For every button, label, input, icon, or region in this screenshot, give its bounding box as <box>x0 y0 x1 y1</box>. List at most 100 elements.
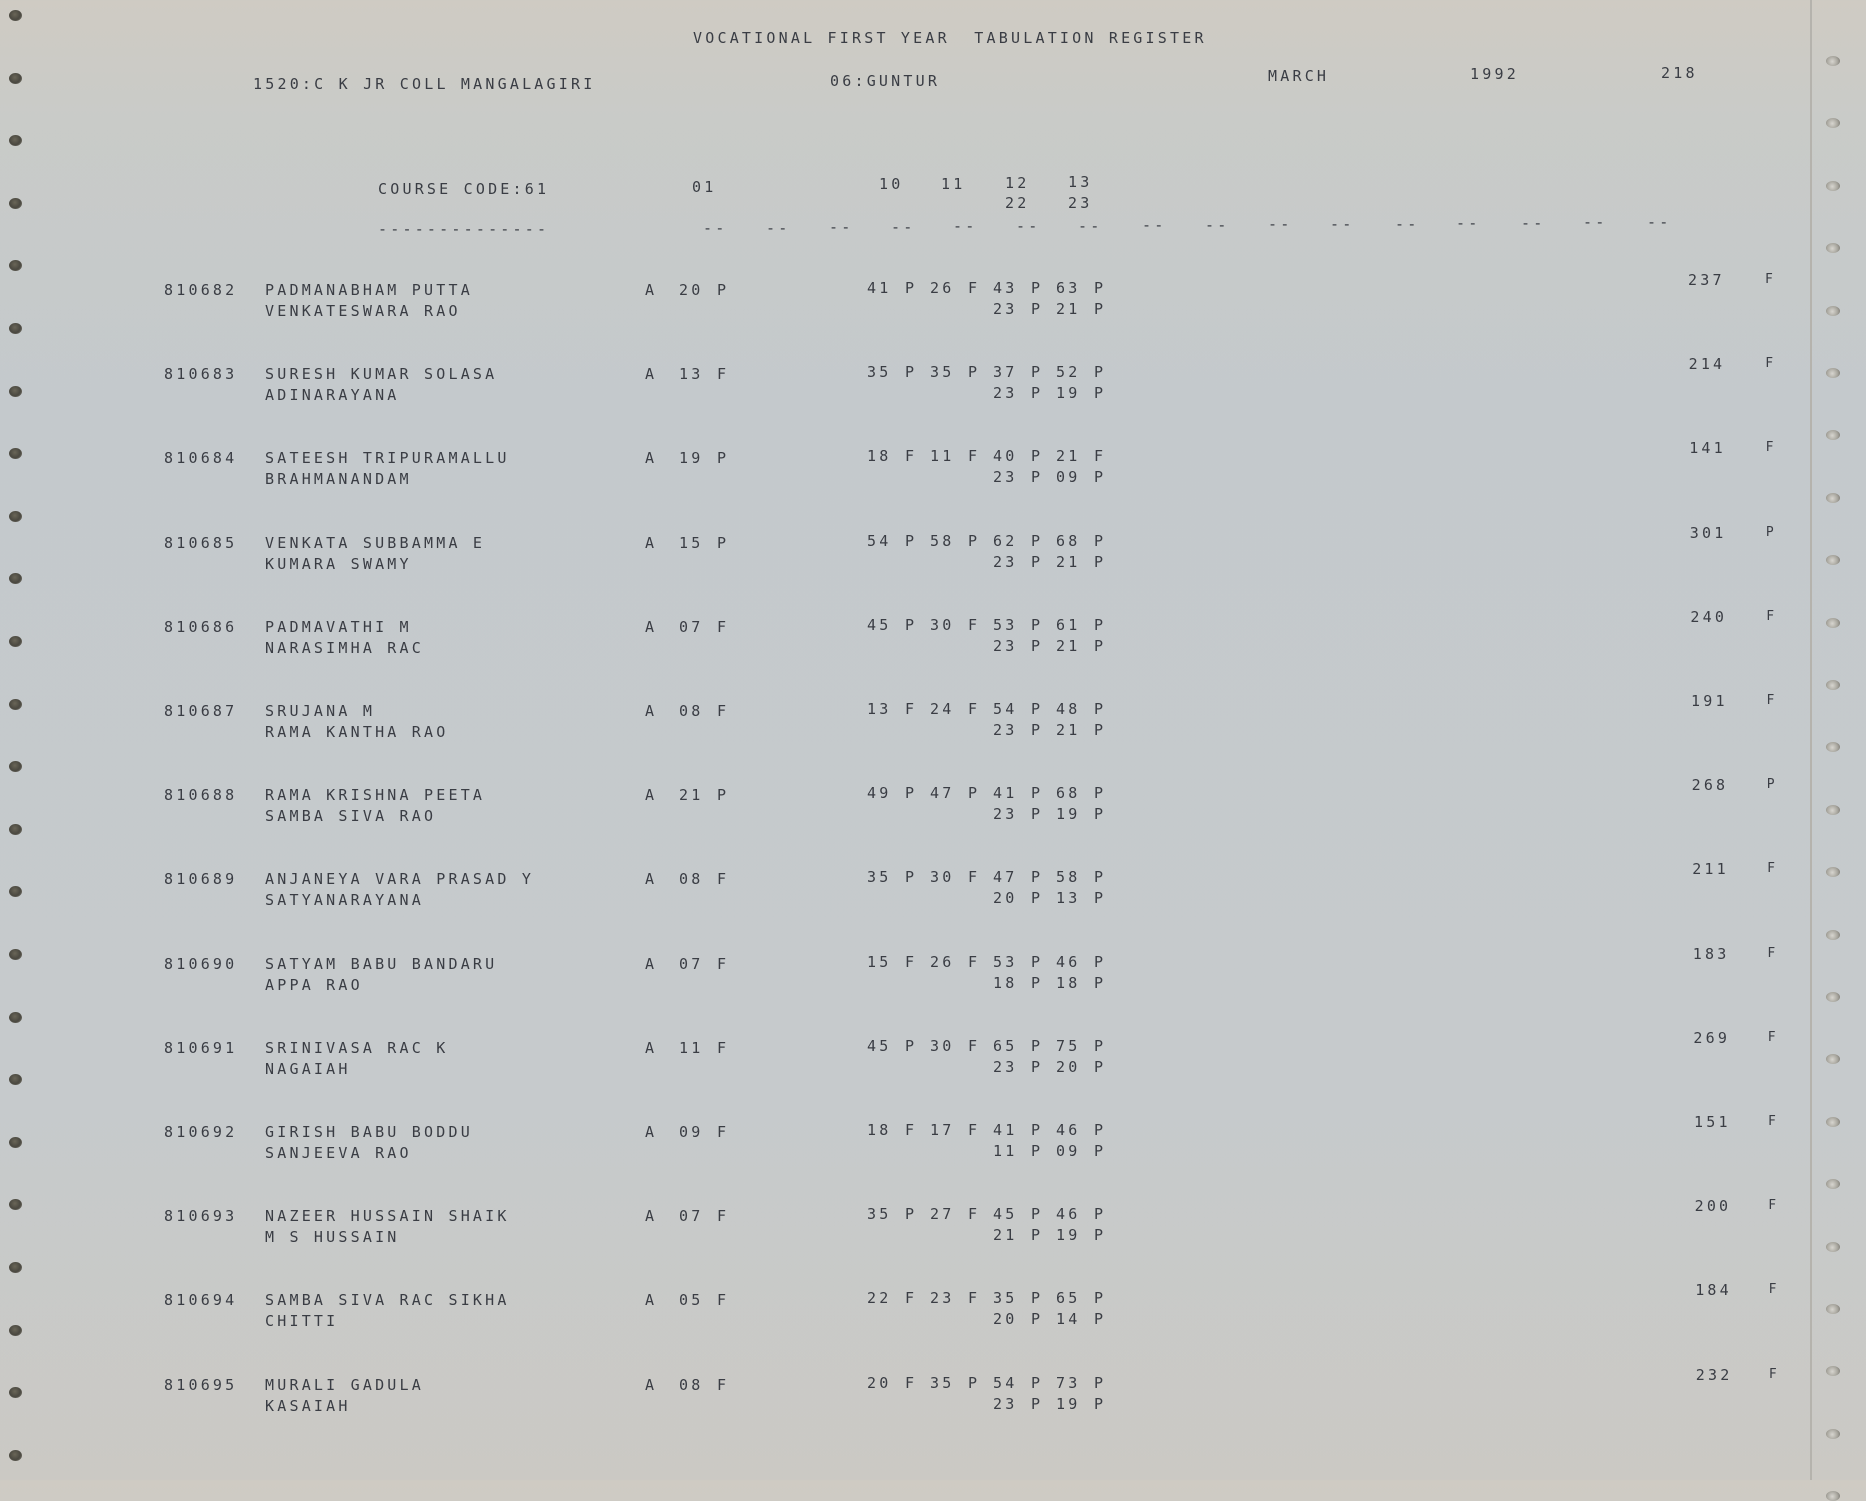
parent-name: KUMARA SWAMY <box>265 554 412 573</box>
marks-01: 08 <box>679 870 704 889</box>
marks-10: 35 <box>867 363 892 382</box>
part-code: A <box>645 702 658 720</box>
result-13: P <box>1094 784 1107 803</box>
course-underline: -------------- <box>378 220 550 238</box>
sprocket-hole-icon <box>1826 680 1840 690</box>
marks-23: 19 <box>1056 805 1081 824</box>
parent-name: SAMBA SIVA RAO <box>265 807 437 826</box>
subject-code-22: 22 <box>1005 194 1030 212</box>
result-10: P <box>905 279 918 297</box>
hall-ticket-number: 810692 <box>164 1123 238 1141</box>
marks-01: 15 <box>679 533 704 552</box>
result-23: P <box>1094 1142 1107 1160</box>
marks-12: 54 <box>993 1373 1018 1392</box>
marks-01: 11 <box>679 1038 704 1057</box>
sprocket-hole-icon <box>1826 804 1840 815</box>
parent-name: ADINARAYANA <box>265 386 400 405</box>
parent-name: NAGAIAH <box>265 1059 351 1078</box>
marks-12: 43 <box>993 279 1018 297</box>
total-marks: 268 <box>1691 776 1729 795</box>
sprocket-hole-icon <box>9 10 22 21</box>
marks-12: 54 <box>993 700 1018 718</box>
parent-name: RAMA KANTHA RAO <box>265 723 449 741</box>
result-23: P <box>1094 1394 1107 1413</box>
sprocket-hole-icon <box>1826 1241 1840 1252</box>
marks-23: 14 <box>1056 1310 1081 1329</box>
marks-12: 41 <box>993 784 1018 803</box>
marks-13: 46 <box>1056 1121 1081 1139</box>
parent-name: VENKATESWARA RAO <box>265 302 461 320</box>
total-marks: 184 <box>1695 1281 1732 1300</box>
marks-13: 73 <box>1056 1373 1081 1392</box>
marks-11: 24 <box>930 700 955 718</box>
student-name: ANJANEYA VARA PRASAD Y <box>265 870 535 889</box>
hall-ticket-number: 810686 <box>164 617 238 636</box>
result-10: P <box>905 363 918 382</box>
part-code: A <box>645 533 658 552</box>
marks-22: 23 <box>993 384 1018 403</box>
student-name: SURESH KUMAR SOLASA <box>265 365 498 384</box>
marks-12: 53 <box>993 615 1018 634</box>
result-01: P <box>717 533 730 552</box>
result-11: F <box>968 952 981 971</box>
sprocket-hole-icon <box>1826 243 1840 254</box>
result-10: F <box>905 1373 918 1392</box>
result-13: P <box>1094 1289 1107 1308</box>
sprocket-hole-icon <box>9 1324 22 1336</box>
result-23: P <box>1094 636 1107 655</box>
final-result: P <box>1765 524 1777 540</box>
result-12: P <box>1031 784 1044 803</box>
result-23: P <box>1094 300 1107 318</box>
marks-11: 30 <box>930 615 955 634</box>
sprocket-hole-icon <box>1826 929 1840 940</box>
column-dash: -- <box>1205 215 1230 234</box>
marks-23: 19 <box>1056 1226 1081 1245</box>
result-23: P <box>1094 721 1107 739</box>
hall-ticket-number: 810685 <box>164 533 238 552</box>
result-12: P <box>1031 700 1044 718</box>
result-23: P <box>1094 973 1107 992</box>
student-name: SATEESH TRIPURAMALLU <box>265 449 510 468</box>
result-22: P <box>1031 468 1044 487</box>
column-dash: -- <box>1647 213 1672 231</box>
sprocket-hole-icon <box>9 573 22 585</box>
sprocket-hole-icon <box>9 510 22 522</box>
hall-ticket-number: 810688 <box>164 786 238 805</box>
result-13: P <box>1094 531 1107 550</box>
sprocket-hole-icon <box>1826 1428 1840 1439</box>
part-code: A <box>645 1291 658 1310</box>
marks-23: 09 <box>1056 468 1081 487</box>
hall-ticket-number: 810695 <box>164 1375 238 1394</box>
total-marks: 211 <box>1692 860 1729 879</box>
result-22: P <box>1031 1057 1044 1076</box>
sprocket-hole-icon <box>9 698 22 710</box>
marks-10: 41 <box>867 279 892 297</box>
sprocket-hole-icon <box>9 949 22 960</box>
result-12: P <box>1031 1373 1044 1392</box>
sprocket-hole-icon <box>9 135 22 147</box>
final-result: F <box>1765 440 1777 456</box>
total-marks: 151 <box>1694 1113 1731 1131</box>
marks-13: 68 <box>1056 531 1081 550</box>
sprocket-hole-icon <box>1826 867 1840 878</box>
marks-23: 09 <box>1056 1142 1081 1160</box>
student-name: RAMA KRISHNA PEETA <box>265 786 486 805</box>
sprocket-hole-icon <box>9 1011 22 1023</box>
student-name: PADMAVATHI M <box>265 617 412 636</box>
result-22: P <box>1031 1394 1044 1413</box>
subject-code-13: 13 <box>1068 173 1093 191</box>
parent-name: SANJEEVA RAO <box>265 1144 412 1162</box>
column-dash: -- <box>1016 217 1041 235</box>
subject-code-11: 11 <box>941 175 966 193</box>
final-result: F <box>1767 1029 1779 1045</box>
exam-year: 1992 <box>1470 65 1519 83</box>
marks-22: 23 <box>993 300 1018 318</box>
marks-11: 17 <box>930 1121 955 1139</box>
marks-11: 35 <box>930 1373 955 1392</box>
total-marks: 183 <box>1692 944 1730 963</box>
result-22: P <box>1031 721 1044 739</box>
marks-01: 08 <box>679 1375 704 1394</box>
total-marks: 191 <box>1691 692 1728 710</box>
result-01: P <box>717 449 730 468</box>
sprocket-hole-icon <box>1826 1054 1840 1065</box>
